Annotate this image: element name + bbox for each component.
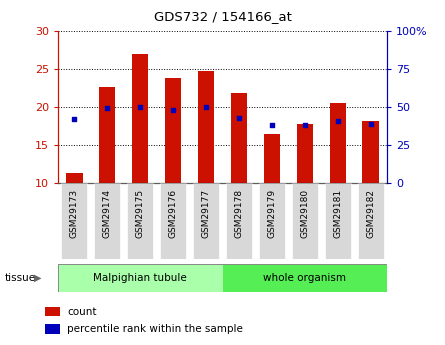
- Bar: [222, 264, 387, 292]
- Point: [268, 122, 275, 128]
- Bar: [132, 54, 149, 183]
- Point: [137, 104, 144, 110]
- Text: whole organism: whole organism: [263, 273, 346, 283]
- Bar: [264, 134, 280, 183]
- FancyBboxPatch shape: [291, 183, 318, 259]
- Text: Malpighian tubule: Malpighian tubule: [93, 273, 187, 283]
- FancyBboxPatch shape: [94, 183, 121, 259]
- Point: [170, 107, 177, 113]
- Text: GSM29176: GSM29176: [169, 189, 178, 238]
- Bar: [66, 173, 83, 183]
- Text: GSM29175: GSM29175: [136, 189, 145, 238]
- Point: [301, 122, 308, 128]
- Point: [71, 116, 78, 122]
- Bar: [165, 78, 182, 183]
- Point: [367, 121, 374, 126]
- Bar: [330, 103, 346, 183]
- FancyBboxPatch shape: [324, 183, 351, 259]
- Text: GSM29180: GSM29180: [300, 189, 309, 238]
- Bar: [362, 121, 379, 183]
- FancyBboxPatch shape: [160, 183, 186, 259]
- Text: GSM29178: GSM29178: [235, 189, 243, 238]
- Text: ▶: ▶: [34, 273, 41, 283]
- Text: GSM29179: GSM29179: [267, 189, 276, 238]
- Text: GSM29174: GSM29174: [103, 189, 112, 238]
- Text: GDS732 / 154166_at: GDS732 / 154166_at: [154, 10, 291, 23]
- Text: GSM29181: GSM29181: [333, 189, 342, 238]
- FancyBboxPatch shape: [127, 183, 154, 259]
- Bar: [44, 307, 60, 316]
- FancyBboxPatch shape: [357, 183, 384, 259]
- Text: GSM29173: GSM29173: [70, 189, 79, 238]
- Bar: [231, 93, 247, 183]
- Bar: [296, 125, 313, 183]
- Text: percentile rank within the sample: percentile rank within the sample: [67, 324, 243, 334]
- Bar: [99, 87, 116, 183]
- Point: [104, 106, 111, 111]
- FancyBboxPatch shape: [61, 183, 88, 259]
- Bar: [44, 324, 60, 334]
- FancyBboxPatch shape: [193, 183, 219, 259]
- Point: [235, 115, 243, 120]
- Text: tissue: tissue: [4, 273, 36, 283]
- Text: GSM29182: GSM29182: [366, 189, 375, 238]
- FancyBboxPatch shape: [259, 183, 285, 259]
- Point: [202, 104, 210, 110]
- Point: [334, 118, 341, 124]
- Bar: [58, 264, 222, 292]
- FancyBboxPatch shape: [226, 183, 252, 259]
- Text: GSM29177: GSM29177: [202, 189, 210, 238]
- Bar: [198, 70, 214, 183]
- Text: count: count: [67, 307, 97, 316]
